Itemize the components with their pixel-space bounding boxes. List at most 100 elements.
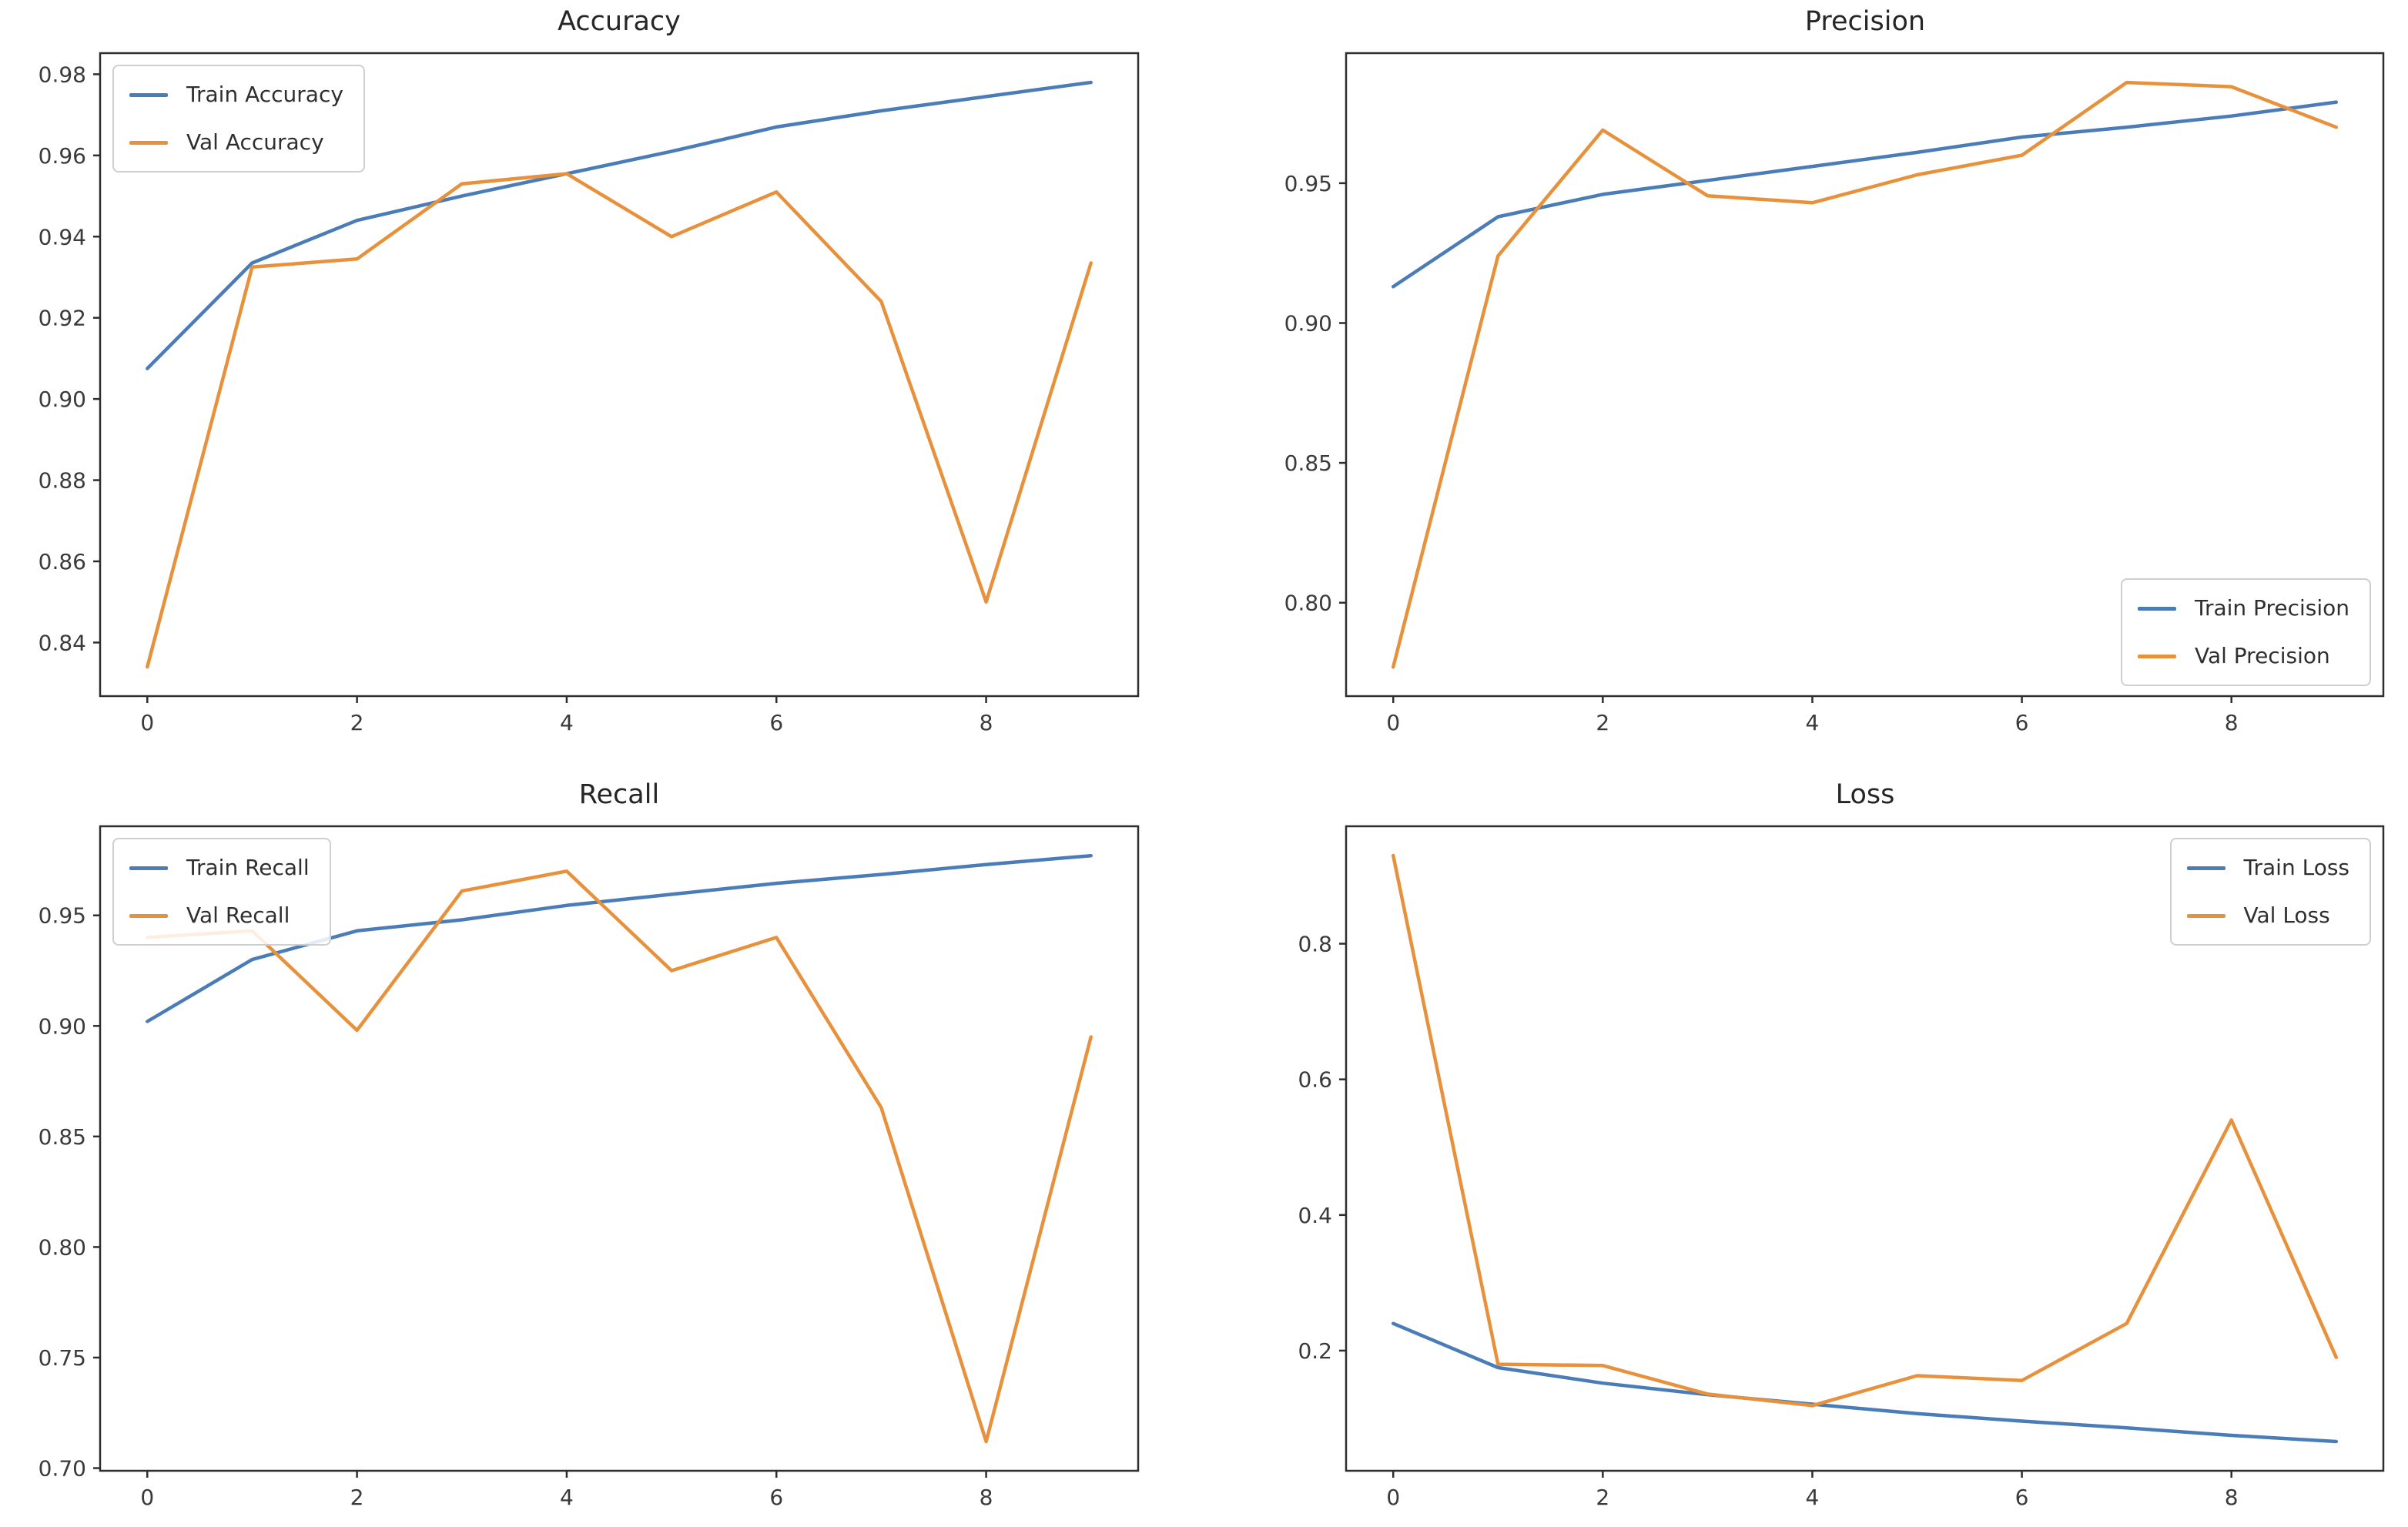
svg-text:2: 2 — [1596, 1485, 1609, 1510]
accuracy-axes: 0 2 4 6 8 0.84 0.86 0.88 0.90 0.92 0.94 0.96 0.98 — [39, 52, 1140, 735]
legend-label: Val Accuracy — [186, 129, 324, 155]
svg-text:0.96: 0.96 — [39, 143, 86, 169]
svg-text:0.88: 0.88 — [39, 468, 86, 494]
train-line-sample — [2186, 866, 2225, 870]
svg-text:0: 0 — [140, 1485, 154, 1510]
legend-label: Train Loss — [2243, 855, 2350, 880]
svg-text:0.90: 0.90 — [39, 1013, 86, 1039]
svg-text:2: 2 — [350, 710, 364, 735]
legend-item-train: Train Recall — [129, 853, 310, 882]
svg-text:0.6: 0.6 — [1298, 1067, 1332, 1093]
legend-item-val: Val Precision — [2137, 641, 2349, 671]
svg-text:4: 4 — [560, 710, 574, 735]
svg-text:8: 8 — [2225, 710, 2239, 735]
precision-axes: 0 2 4 6 8 0.80 0.85 0.90 0.95 — [1284, 52, 2385, 735]
svg-text:2: 2 — [350, 1485, 364, 1510]
subplot-precision: 0 2 4 6 8 0.80 0.85 0.90 0.95 Precision Train Pr… — [1204, 0, 2408, 763]
svg-text:0.8: 0.8 — [1298, 932, 1332, 957]
legend-label: Val Loss — [2243, 902, 2330, 928]
val-line-sample — [2137, 654, 2176, 658]
svg-text:0.2: 0.2 — [1298, 1338, 1332, 1364]
svg-text:0.70: 0.70 — [39, 1456, 86, 1482]
accuracy-plot-title: Accuracy — [558, 6, 681, 37]
train-line-sample — [129, 92, 168, 97]
axes-frame — [99, 52, 1140, 698]
legend-item-train: Train Loss — [2186, 853, 2350, 882]
axes-frame — [1345, 825, 2385, 1472]
legend-label: Train Recall — [186, 855, 310, 880]
loss-axes: 0 2 4 6 8 0.2 0.4 0.6 0.8 — [1298, 825, 2385, 1510]
svg-text:0: 0 — [140, 710, 154, 735]
subplot-loss: 0 2 4 6 8 0.2 0.4 0.6 0.8 Loss Train Loss Val Lo… — [1204, 764, 2408, 1527]
tick-labels: 0 2 4 6 8 0.70 0.75 0.80 0.85 0.90 0.95 — [39, 903, 993, 1510]
legend-item-val: Val Accuracy — [129, 128, 343, 157]
legend-item-train: Train Precision — [2137, 594, 2349, 623]
svg-text:0.95: 0.95 — [1284, 171, 1332, 196]
tick-labels: 0 2 4 6 8 0.80 0.85 0.90 0.95 — [1284, 171, 2239, 735]
svg-text:0.84: 0.84 — [39, 630, 86, 655]
svg-text:6: 6 — [769, 710, 783, 735]
recall-legend: Train Recall Val Recall — [112, 838, 331, 946]
axes-frame — [1345, 52, 2385, 698]
loss-plot-canvas: 0 2 4 6 8 0.2 0.4 0.6 0.8 — [1298, 825, 2385, 1510]
svg-text:0.4: 0.4 — [1298, 1203, 1332, 1228]
svg-text:6: 6 — [769, 1485, 783, 1510]
svg-text:0.85: 0.85 — [39, 1124, 86, 1150]
svg-text:0.80: 0.80 — [39, 1234, 86, 1260]
val-recall-line — [146, 869, 1093, 1444]
svg-text:0.75: 0.75 — [39, 1345, 86, 1371]
accuracy-legend: Train Accuracy Val Accuracy — [112, 65, 365, 172]
svg-text:8: 8 — [980, 710, 993, 735]
legend-label: Val Recall — [186, 902, 290, 928]
loss-legend: Train Loss Val Loss — [2169, 838, 2371, 946]
svg-text:0.95: 0.95 — [39, 903, 86, 929]
precision-plot-canvas: 0 2 4 6 8 0.80 0.85 0.90 0.95 — [1284, 52, 2385, 735]
recall-plot-title: Recall — [578, 779, 660, 810]
legend-item-val: Val Loss — [2186, 901, 2350, 930]
precision-plot-title: Precision — [1804, 6, 1926, 37]
tick-labels: 0 2 4 6 8 0.84 0.86 0.88 0.90 0.92 0.94 0.96 0.98 — [39, 62, 993, 735]
legend-label: Train Accuracy — [186, 82, 343, 107]
svg-text:8: 8 — [2225, 1485, 2239, 1510]
legend-item-train: Train Accuracy — [129, 80, 343, 109]
svg-text:4: 4 — [1806, 1485, 1820, 1510]
svg-text:0.90: 0.90 — [1284, 310, 1332, 336]
val-precision-line — [1391, 80, 2339, 669]
svg-text:0.90: 0.90 — [39, 387, 86, 412]
subplot-recall: 0 2 4 6 8 0.70 0.75 0.80 0.85 0.90 0.95 Recall Tra… — [0, 764, 1204, 1527]
legend-label: Val Precision — [2194, 643, 2330, 668]
svg-text:4: 4 — [560, 1485, 574, 1510]
train-loss-line — [1391, 1321, 2339, 1444]
subplot-accuracy: 0 2 4 6 8 0.84 0.86 0.88 0.90 0.92 0.94 0.96 0.98 Ac… — [0, 0, 1204, 763]
accuracy-plot-canvas: 0 2 4 6 8 0.84 0.86 0.88 0.90 0.92 0.94 0.96 0.98 — [39, 52, 1140, 735]
svg-text:2: 2 — [1596, 710, 1609, 735]
precision-legend: Train Precision Val Precision — [2120, 578, 2371, 686]
legend-label: Train Precision — [2194, 595, 2349, 621]
svg-text:4: 4 — [1806, 710, 1820, 735]
val-line-sample — [129, 913, 168, 918]
val-line-sample — [129, 140, 168, 145]
svg-text:0.94: 0.94 — [39, 224, 86, 249]
val-loss-line — [1391, 853, 2339, 1408]
train-precision-line — [1391, 100, 2339, 289]
svg-text:0: 0 — [1386, 1485, 1400, 1510]
train-accuracy-line — [146, 80, 1093, 370]
val-line-sample — [2186, 913, 2225, 918]
svg-text:0: 0 — [1386, 710, 1400, 735]
legend-item-val: Val Recall — [129, 901, 310, 930]
svg-text:0.85: 0.85 — [1284, 450, 1332, 476]
val-accuracy-line — [146, 172, 1093, 669]
svg-text:8: 8 — [980, 1485, 993, 1510]
svg-text:0.80: 0.80 — [1284, 591, 1332, 616]
svg-text:6: 6 — [2015, 1485, 2029, 1510]
svg-text:0.98: 0.98 — [39, 62, 86, 87]
train-line-sample — [129, 866, 168, 870]
loss-plot-title: Loss — [1835, 779, 1895, 810]
tick-labels: 0 2 4 6 8 0.2 0.4 0.6 0.8 — [1298, 932, 2238, 1510]
svg-text:6: 6 — [2015, 710, 2029, 735]
svg-text:0.92: 0.92 — [39, 306, 86, 331]
svg-text:0.86: 0.86 — [39, 549, 86, 574]
train-line-sample — [2137, 606, 2176, 611]
axes-frame — [99, 825, 1140, 1472]
